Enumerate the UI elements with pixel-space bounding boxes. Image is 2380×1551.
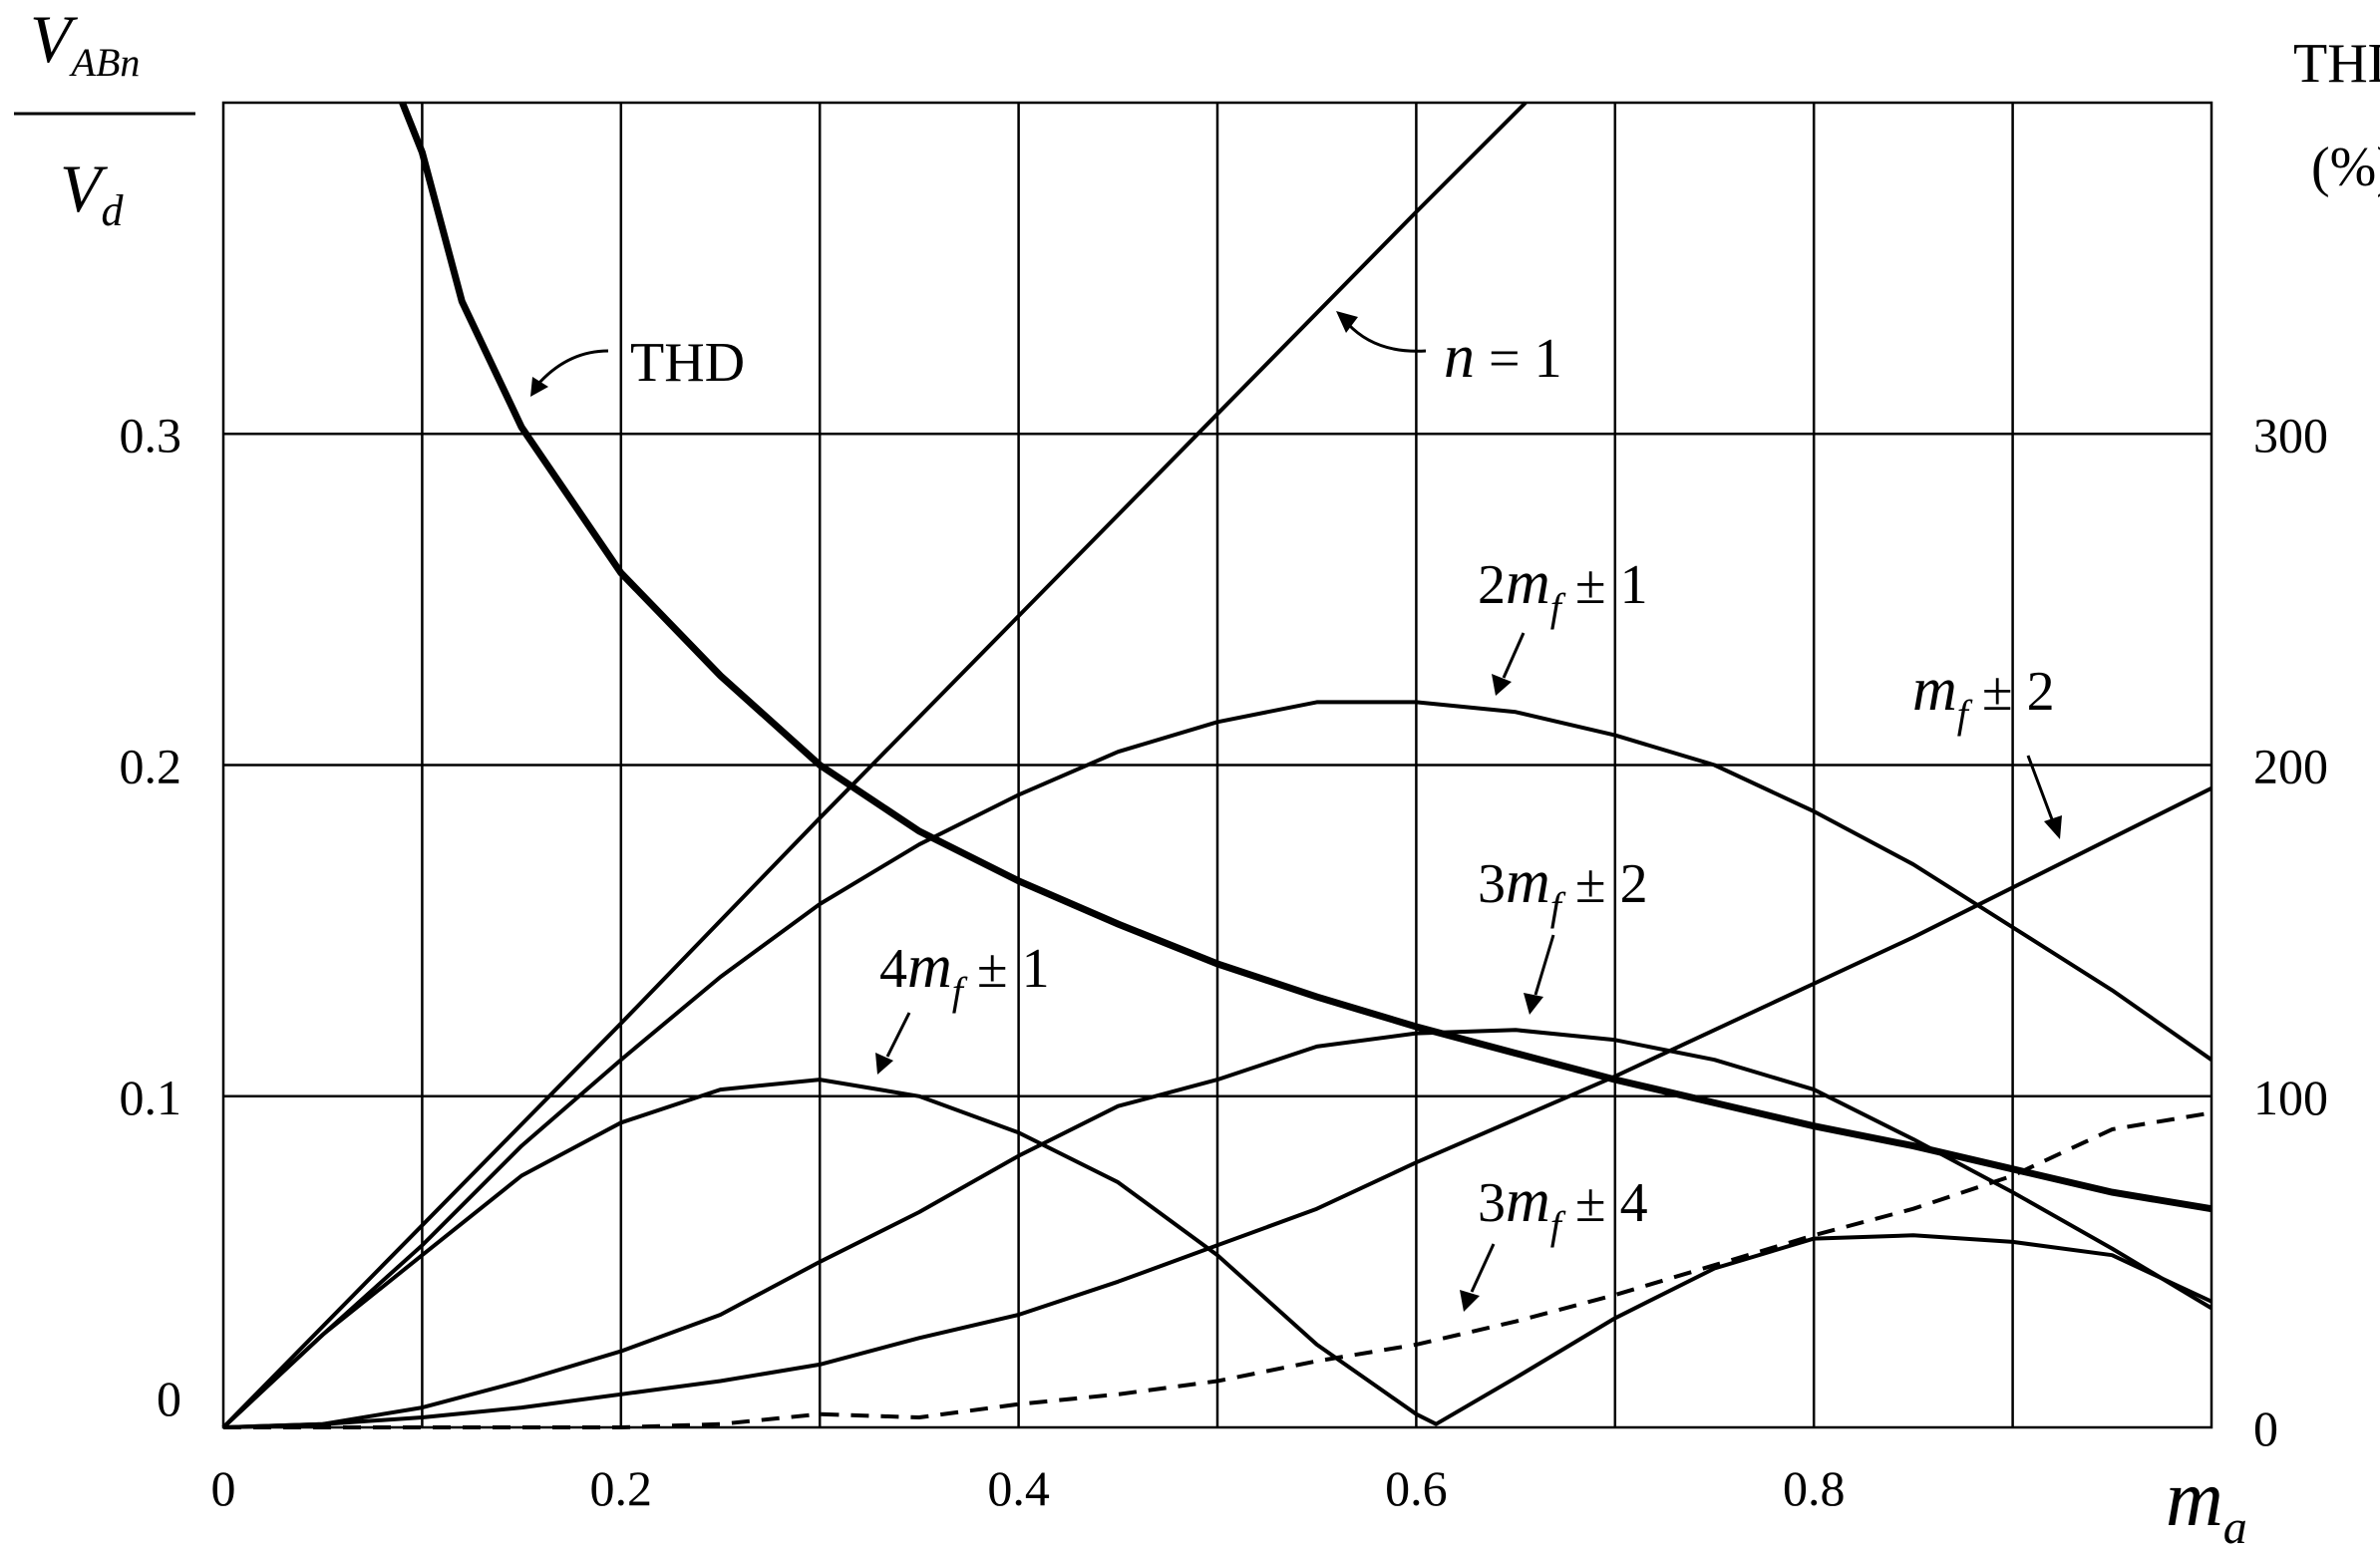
annotation-arrow	[536, 349, 609, 386]
x-tick-labels: 0 0.2 0.4 0.6 0.8	[211, 1460, 1846, 1516]
y-left-tick-label: 0.3	[120, 407, 182, 463]
x-tick-label: 0	[211, 1460, 236, 1516]
y-left-tick-label: 0.2	[120, 739, 182, 794]
y-right-axis-label: THD (%)	[2293, 33, 2380, 198]
series-line-3mf-pm2	[222, 1028, 2213, 1429]
annotation-n1: n = 1	[1444, 323, 1562, 391]
y-right-tick-label: 100	[2253, 1070, 2328, 1125]
annotation-arrow	[1470, 1243, 1496, 1293]
arrow-head	[1492, 674, 1512, 696]
annotation-4mf-pm1: 4mf ± 1	[879, 933, 1050, 1014]
arrow-head	[1524, 993, 1543, 1015]
series-line-thd	[399, 101, 2212, 1213]
arrow-head	[2044, 815, 2062, 839]
y-right-label-line1: THD	[2293, 33, 2380, 95]
x-tick-label: 0.6	[1385, 1460, 1448, 1516]
y-right-label-line2: (%)	[2311, 137, 2380, 198]
y-left-axis-label: VABn Vd	[14, 1, 195, 235]
annotations: THD n = 1 2mf ± 1 mf ± 2 3mf ± 2 4mf ± 1…	[530, 311, 2062, 1312]
y-right-tick-label: 0	[2253, 1400, 2278, 1456]
annotation-arrow	[1346, 322, 1427, 353]
annotation-3mf-pm4: 3mf ± 4	[1478, 1167, 1648, 1248]
y-right-tick-label: 300	[2253, 407, 2328, 463]
series-line-mf-pm2	[222, 786, 2212, 1429]
y-right-tick-labels: 0 100 200 300	[2253, 407, 2328, 1456]
x-tick-label: 0.2	[590, 1460, 653, 1516]
y-left-tick-labels: 0 0.1 0.2 0.3	[120, 407, 182, 1426]
annotation-arrow	[1502, 632, 1526, 679]
series-line-n1	[221, 101, 1528, 1429]
y-right-tick-label: 200	[2253, 739, 2328, 794]
x-tick-label: 0.8	[1783, 1460, 1846, 1516]
annotation-arrow	[2026, 755, 2054, 820]
series-group	[221, 101, 2213, 1429]
arrow-head	[1336, 311, 1358, 333]
y-left-label-numerator: VABn	[30, 1, 140, 85]
arrow-head	[875, 1053, 893, 1075]
series-line-3mf-pm4	[223, 1110, 2212, 1429]
grid	[221, 101, 2213, 1429]
y-left-label-denominator: Vd	[60, 151, 125, 235]
y-left-tick-label: 0	[157, 1371, 181, 1426]
annotation-arrow	[1533, 934, 1555, 996]
x-axis-label: ma	[2166, 1455, 2247, 1551]
arrow-head	[1460, 1290, 1480, 1312]
annotation-2mf-pm1: 2mf ± 1	[1478, 549, 1648, 630]
x-tick-label: 0.4	[987, 1460, 1050, 1516]
y-left-tick-label: 0.1	[120, 1070, 182, 1125]
arrow-head	[530, 377, 548, 397]
series-line-2mf-pm1	[221, 700, 2213, 1429]
annotation-3mf-pm2: 3mf ± 2	[1478, 848, 1648, 929]
series-line-4mf-pm1	[221, 1078, 2212, 1429]
annotation-thd: THD	[630, 332, 745, 394]
annotation-mf-pm2: mf ± 2	[1912, 656, 2055, 737]
annotation-arrow	[885, 1012, 911, 1058]
